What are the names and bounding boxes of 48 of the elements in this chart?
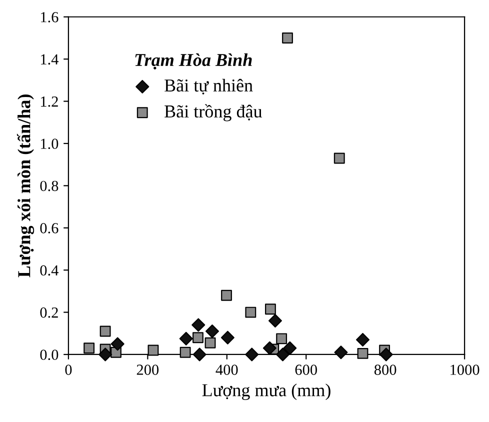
y-tick-label: 1.0	[40, 138, 58, 149]
point	[265, 304, 276, 315]
x-tick-label: 400	[216, 364, 238, 375]
x-tick-label: 200	[136, 364, 159, 375]
y-tick-label: 0.6	[40, 223, 58, 234]
point	[100, 326, 111, 337]
legend-label: Bãi tự nhiên	[164, 78, 253, 94]
point	[268, 314, 282, 328]
point	[262, 341, 276, 355]
point	[282, 32, 293, 44]
x-axis-title: Lượng mưa (mm)	[202, 384, 330, 400]
point	[245, 348, 259, 362]
point	[357, 348, 368, 359]
y-tick-label: 0.2	[40, 307, 58, 318]
y-tick-label: 0.4	[40, 265, 58, 276]
point	[276, 333, 288, 344]
legend-title: Trạm Hòa Bình	[135, 53, 252, 70]
y-tick-label: 1.6	[40, 12, 58, 22]
point	[220, 330, 234, 344]
y-tick-label: 0.8	[40, 180, 58, 192]
y-tick-label: 1.4	[40, 54, 58, 65]
point	[110, 337, 124, 351]
point	[84, 342, 95, 354]
point	[205, 324, 220, 338]
legend-label: Bãi trồng đậu	[164, 104, 262, 122]
point	[276, 348, 290, 362]
point	[245, 306, 256, 318]
y-axis-title: Lượng xói mòn (tấn/ha)	[16, 94, 34, 278]
x-tick-label: 600	[295, 364, 317, 375]
y-tick-label: 0.0	[40, 350, 58, 360]
point	[148, 344, 159, 356]
x-tick-label: 800	[374, 364, 396, 375]
point	[192, 318, 206, 332]
point	[180, 346, 191, 358]
point	[98, 348, 112, 362]
x-tick-label: 1000	[450, 364, 480, 375]
point	[334, 346, 348, 360]
y-tick-label: 1.2	[40, 96, 58, 107]
point	[192, 332, 204, 344]
point	[192, 348, 206, 362]
point	[204, 337, 216, 348]
x-tick-label: 0	[65, 364, 72, 375]
point	[334, 152, 345, 164]
point	[356, 332, 370, 346]
point	[379, 348, 393, 362]
point	[221, 290, 232, 301]
point	[179, 332, 193, 346]
point	[283, 341, 297, 355]
